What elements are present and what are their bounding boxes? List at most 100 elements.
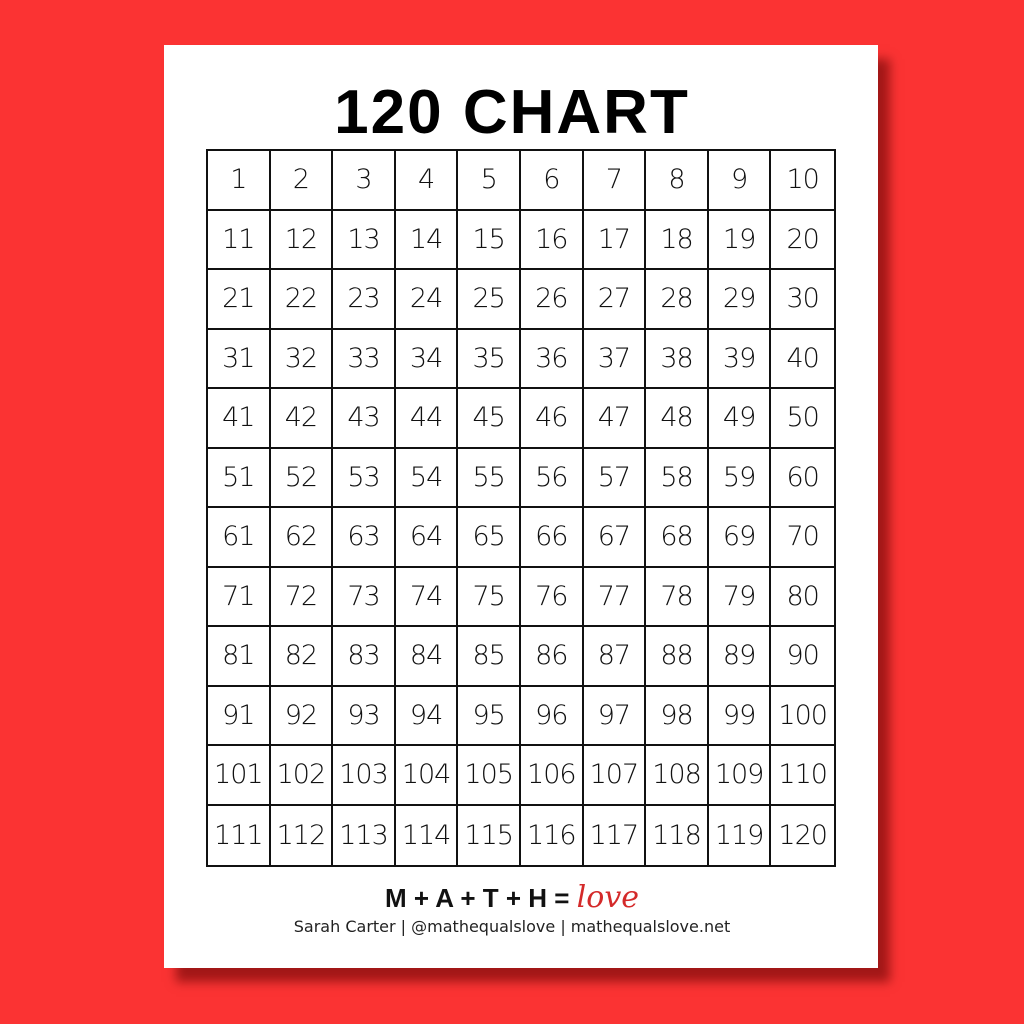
grid-cell: 50 bbox=[771, 389, 834, 449]
grid-cell: 105 bbox=[458, 746, 521, 806]
grid-cell: 87 bbox=[583, 627, 647, 687]
grid-cell: 84 bbox=[395, 627, 459, 687]
grid-cell: 27 bbox=[583, 270, 647, 330]
grid-cell: 35 bbox=[458, 329, 521, 389]
grid-cell: 44 bbox=[395, 389, 459, 449]
grid-cell: 22 bbox=[270, 270, 334, 330]
grid-cell: 54 bbox=[395, 448, 459, 508]
grid-cell: 34 bbox=[395, 329, 459, 389]
grid-cell: 10 bbox=[771, 151, 834, 211]
grid-cell: 8 bbox=[646, 151, 709, 211]
grid-cell: 71 bbox=[208, 567, 271, 627]
grid-cell: 82 bbox=[270, 627, 334, 687]
grid-cell: 4 bbox=[395, 151, 459, 211]
grid-cell: 90 bbox=[771, 627, 834, 687]
grid-cell: 24 bbox=[395, 270, 459, 330]
grid-cell: 70 bbox=[771, 508, 834, 568]
grid-cell: 66 bbox=[520, 508, 584, 568]
grid-cell: 77 bbox=[583, 567, 647, 627]
grid-cell: 30 bbox=[771, 270, 834, 330]
grid-cell: 64 bbox=[395, 508, 459, 568]
grid-cell: 25 bbox=[458, 270, 521, 330]
grid-cell: 47 bbox=[583, 389, 647, 449]
page-title: 120 CHART bbox=[334, 78, 690, 147]
grid-cell: 9 bbox=[708, 151, 772, 211]
grid-cell: 39 bbox=[708, 329, 772, 389]
grid-cell: 31 bbox=[208, 329, 271, 389]
grid-cell: 67 bbox=[583, 508, 647, 568]
grid-cell: 108 bbox=[646, 746, 709, 806]
grid-cell: 18 bbox=[646, 210, 709, 270]
grid-cell: 78 bbox=[646, 567, 709, 627]
grid-cell: 115 bbox=[458, 805, 521, 865]
grid-cell: 37 bbox=[583, 329, 647, 389]
author-credit: Sarah Carter | @mathequalslove | mathequ… bbox=[293, 917, 731, 936]
grid-cell: 117 bbox=[584, 805, 647, 865]
number-grid: 1 2 3 4 5 6 7 8 9 10 11 12 13 14 15 16 17 18 19 20 21 22 23 24 2… bbox=[206, 149, 836, 867]
grid-cell: 6 bbox=[520, 151, 584, 211]
motto-text: M + A + T + H = bbox=[384, 883, 570, 913]
grid-cell: 81 bbox=[208, 627, 271, 687]
grid-cell: 80 bbox=[771, 568, 834, 627]
grid-cell: 114 bbox=[396, 805, 459, 865]
grid-cell: 73 bbox=[333, 567, 396, 627]
grid-cell: 104 bbox=[395, 746, 459, 806]
grid-cell: 106 bbox=[520, 746, 584, 806]
grid-cell: 45 bbox=[458, 389, 521, 449]
grid-cell: 111 bbox=[208, 805, 271, 865]
grid-cell: 28 bbox=[646, 270, 709, 330]
grid-cell: 49 bbox=[708, 389, 772, 449]
grid-cell: 93 bbox=[333, 686, 396, 746]
grid-cell: 120 bbox=[778, 819, 828, 851]
grid-cell: 86 bbox=[520, 627, 584, 687]
grid-cell: 100 bbox=[771, 687, 834, 746]
grid-cell: 60 bbox=[771, 449, 834, 508]
grid-cell: 83 bbox=[333, 627, 396, 687]
grid-cell: 5 bbox=[458, 151, 521, 211]
grid-cell: 97 bbox=[583, 686, 647, 746]
grid-cell: 53 bbox=[333, 448, 396, 508]
grid-cell: 26 bbox=[520, 270, 584, 330]
grid-cell: 65 bbox=[458, 508, 521, 568]
grid-cell: 43 bbox=[333, 389, 396, 449]
grid-cell: 103 bbox=[333, 746, 396, 806]
grid-cell: 89 bbox=[708, 627, 772, 687]
grid-cell: 112 bbox=[271, 805, 334, 865]
grid-cell: 119 bbox=[709, 805, 772, 865]
grid-cell: 92 bbox=[270, 686, 334, 746]
grid-cell: 69 bbox=[708, 508, 772, 568]
grid-cell: 19 bbox=[708, 210, 772, 270]
grid-cell: 1 bbox=[208, 151, 271, 211]
grid-cell: 57 bbox=[583, 448, 647, 508]
grid-cell: 3 bbox=[333, 151, 396, 211]
grid-cell: 21 bbox=[208, 270, 271, 330]
grid-cell: 118 bbox=[646, 805, 709, 865]
grid-cell: 17 bbox=[583, 210, 647, 270]
grid-cell: 42 bbox=[270, 389, 334, 449]
grid-cell: 99 bbox=[708, 686, 772, 746]
grid-cell: 85 bbox=[458, 627, 521, 687]
grid-cell: 12 bbox=[270, 210, 334, 270]
grid-cell: 59 bbox=[708, 448, 772, 508]
grid-cell: 38 bbox=[646, 329, 709, 389]
grid-cell: 110 bbox=[771, 746, 834, 806]
grid-cell: 13 bbox=[333, 210, 396, 270]
grid-cell: 72 bbox=[270, 567, 334, 627]
grid-cell: 109 bbox=[708, 746, 772, 806]
grid-cell: 75 bbox=[458, 567, 521, 627]
math-equals-love-logo: M + A + T + H = love bbox=[0, 880, 1024, 915]
grid-cell: 56 bbox=[520, 448, 584, 508]
grid-cell: 14 bbox=[395, 210, 459, 270]
grid-cell: 48 bbox=[646, 389, 709, 449]
grid-cell: 74 bbox=[395, 567, 459, 627]
grid-cell: 32 bbox=[270, 329, 334, 389]
love-script: love bbox=[576, 880, 640, 915]
grid-cell: 91 bbox=[208, 686, 271, 746]
grid-cell: 41 bbox=[208, 389, 271, 449]
grid-cell: 40 bbox=[771, 330, 834, 389]
grid-cell: 58 bbox=[646, 448, 709, 508]
grid-cell: 20 bbox=[771, 211, 834, 270]
grid-cell: 76 bbox=[520, 567, 584, 627]
grid-cell: 116 bbox=[521, 805, 584, 865]
grid-cell: 88 bbox=[646, 627, 709, 687]
